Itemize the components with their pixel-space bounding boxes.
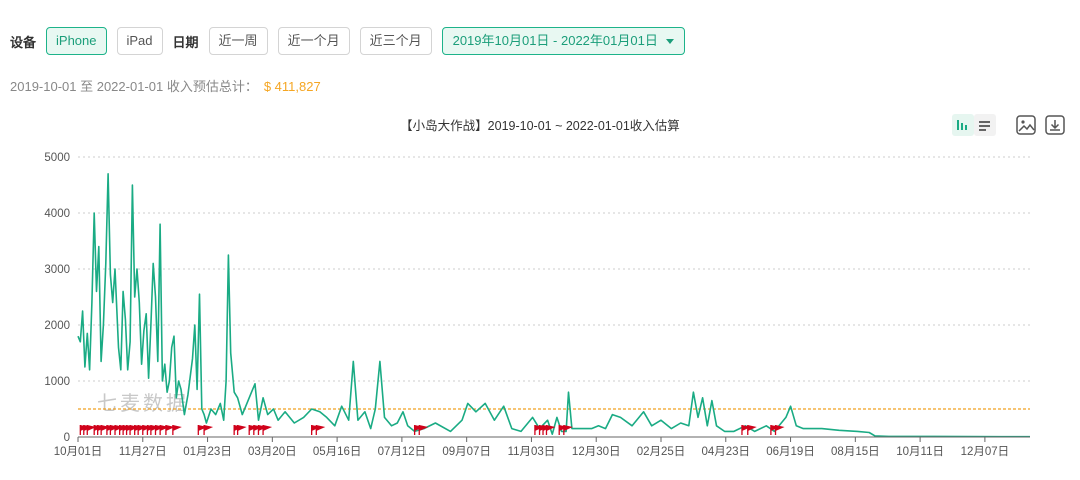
- series-line: [77, 173, 1030, 438]
- event-flag-marker: [774, 425, 785, 435]
- date-label: 日期: [172, 34, 199, 50]
- flag-shape: [237, 425, 247, 431]
- y-tick-label: 4000: [44, 208, 70, 220]
- y-tick-label: 2000: [44, 320, 70, 332]
- x-tick-label: 11月03日: [508, 446, 556, 458]
- filter-toolbar: 设备 iPhone iPad 日期 近一周 近一个月 近三个月 2019年10月…: [10, 26, 695, 56]
- event-flag-marker: [315, 425, 326, 435]
- x-tick-label: 02月25日: [637, 446, 686, 458]
- event-flag-marker: [236, 425, 247, 435]
- x-axis: 10月01日 11月27日 01月23日 03月20日 05月16日 07月12日 09月0…: [54, 436, 1030, 458]
- y-axis: 0 1000 2000 3000 4000 5000: [44, 152, 70, 444]
- x-tick-label: 04月23日: [701, 446, 750, 458]
- event-flag-marker: [172, 425, 182, 435]
- date-month-button[interactable]: 近一个月: [277, 27, 350, 55]
- x-tick-label: 06月19日: [766, 446, 815, 458]
- summary-text: 2019-10-01 至 2022-01-01 收入预估总计：: [10, 79, 258, 94]
- x-tick-label: 10月01日: [54, 446, 103, 458]
- flag-shape: [419, 425, 429, 431]
- date-week-button[interactable]: 近一周: [208, 27, 268, 55]
- event-markers: [79, 425, 785, 435]
- x-tick-label: 10月11日: [896, 446, 944, 458]
- flag-shape: [172, 425, 182, 431]
- y-tick-label: 0: [64, 432, 70, 444]
- device-iphone-button[interactable]: iPhone: [46, 27, 107, 55]
- device-label: 设备: [10, 34, 37, 50]
- y-tick-label: 1000: [44, 376, 70, 388]
- x-tick-label: 07月12日: [378, 446, 427, 458]
- event-flag-marker: [262, 425, 273, 435]
- download-icon[interactable]: [1044, 114, 1065, 135]
- event-flag-marker: [418, 425, 429, 435]
- event-flag-marker: [563, 425, 573, 435]
- date-range-picker[interactable]: 2019年10月01日 - 2022年01月01日: [441, 27, 685, 55]
- date-range-text: 2019年10月01日 - 2022年01月01日: [452, 33, 658, 48]
- flag-shape: [263, 425, 273, 431]
- event-flag-marker: [545, 425, 556, 435]
- flag-shape: [747, 425, 757, 431]
- flag-shape: [546, 425, 556, 431]
- x-tick-label: 01月23日: [183, 446, 232, 458]
- x-tick-label: 05月16日: [313, 446, 362, 458]
- device-ipad-button[interactable]: iPad: [116, 27, 163, 55]
- flag-shape: [204, 425, 214, 431]
- event-flag-marker: [747, 425, 757, 435]
- flag-shape: [775, 425, 785, 431]
- grid-lines: [78, 156, 1030, 382]
- y-tick-label: 5000: [44, 152, 70, 164]
- x-tick-label: 03月20日: [248, 446, 297, 458]
- revenue-line-chart: 【小岛大作战】2019-10-01 ~ 2022-01-01收入估算 0 1000…: [44, 118, 1030, 458]
- caret-down-icon: [665, 39, 674, 45]
- x-tick-label: 08月15日: [831, 446, 880, 458]
- list-icon[interactable]: [974, 114, 996, 136]
- bar-chart-icon[interactable]: [952, 114, 974, 136]
- x-tick-label: 09月07日: [442, 446, 491, 458]
- flag-shape: [316, 425, 326, 431]
- event-flag-marker: [203, 425, 214, 435]
- save-image-icon[interactable]: [1015, 114, 1036, 135]
- summary-amount: $ 411,827: [263, 79, 321, 94]
- x-tick-label: 12月30日: [572, 446, 621, 458]
- chart-title: 【小岛大作战】2019-10-01 ~ 2022-01-01收入估算: [400, 118, 680, 133]
- date-three-months-button[interactable]: 近三个月: [359, 27, 432, 55]
- watermark: 七麦数据: [97, 392, 189, 415]
- x-tick-label: 11月27日: [119, 446, 167, 458]
- revenue-summary: 2019-10-01 至 2022-01-01 收入预估总计： $ 411,827: [10, 76, 321, 95]
- y-tick-label: 3000: [44, 264, 70, 276]
- series-revenue: [77, 173, 1030, 438]
- flag-shape: [563, 425, 573, 431]
- x-tick-label: 12月07日: [961, 446, 1010, 458]
